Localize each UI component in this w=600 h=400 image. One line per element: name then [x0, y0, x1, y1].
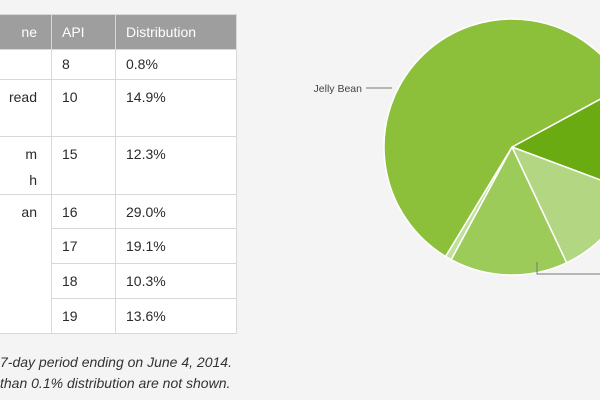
api-level: 16: [51, 194, 116, 229]
table-notes: 7-day period ending on June 4, 2014. tha…: [0, 352, 232, 394]
version-name-text: m h: [25, 146, 37, 188]
api-value: 16: [62, 204, 78, 220]
version-name: m h: [0, 136, 52, 195]
distribution-text: 12.3%: [126, 146, 166, 162]
distribution-value: 13.6%: [115, 298, 237, 334]
table-row: 8 0.8%: [0, 49, 237, 80]
api-level: 17: [51, 228, 116, 264]
header-api: API: [51, 14, 116, 50]
distribution-value: 0.8%: [115, 49, 237, 80]
pie-slice-jelly-bean: [383, 18, 600, 258]
distribution-text: 13.6%: [126, 308, 166, 324]
table-header-row: ne API Distribution: [0, 14, 237, 50]
api-value: 8: [62, 56, 70, 72]
table-row: 19 13.6%: [0, 298, 237, 334]
api-value: 19: [62, 308, 78, 324]
pie-slice-ice-cream-sandwich: [510, 145, 600, 264]
pie-label-jelly-bean: Jelly Bean: [314, 83, 363, 95]
table-row: read 10 14.9%: [0, 79, 237, 137]
distribution-value: 12.3%: [115, 136, 237, 195]
distribution-value: 10.3%: [115, 263, 237, 299]
note-period: 7-day period ending on June 4, 2014.: [0, 354, 232, 370]
distribution-value: 14.9%: [115, 79, 237, 137]
header-version: ne: [0, 14, 52, 50]
distribution-text: 14.9%: [126, 89, 166, 105]
distribution-value: 19.1%: [115, 228, 237, 264]
api-level: 18: [51, 263, 116, 299]
table-row: m h 15 12.3%: [0, 136, 237, 195]
distribution-text: 19.1%: [126, 238, 166, 254]
version-name-text: an: [21, 204, 37, 220]
api-level: 19: [51, 298, 116, 334]
version-name: read: [0, 79, 52, 137]
distribution-text: 29.0%: [126, 204, 166, 220]
distribution-text: 0.8%: [126, 56, 158, 72]
table-row: 18 10.3%: [0, 263, 237, 299]
version-name: [0, 49, 52, 80]
api-level: 8: [51, 49, 116, 80]
api-level: 10: [51, 79, 116, 137]
pie-slice-kitkat: [510, 98, 600, 181]
api-value: 17: [62, 238, 78, 254]
pie-slice-gingerbread: [450, 145, 568, 276]
distribution-text: 10.3%: [126, 273, 166, 289]
api-value: 18: [62, 273, 78, 289]
header-distribution: Distribution: [115, 14, 237, 50]
pie-slices: [383, 18, 600, 276]
distribution-value: 29.0%: [115, 194, 237, 229]
api-value: 15: [62, 146, 78, 162]
version-name: an: [0, 194, 52, 334]
note-threshold: than 0.1% distribution are not shown.: [0, 375, 231, 391]
gingerbread-leader-line: [536, 262, 600, 275]
api-level: 15: [51, 136, 116, 195]
table-row: an 16 29.0%: [0, 194, 237, 334]
distribution-table: ne API Distribution 8 0.8% read 10 14.9%…: [0, 14, 237, 334]
version-name-text: read: [8, 89, 37, 105]
api-value: 10: [62, 89, 78, 105]
